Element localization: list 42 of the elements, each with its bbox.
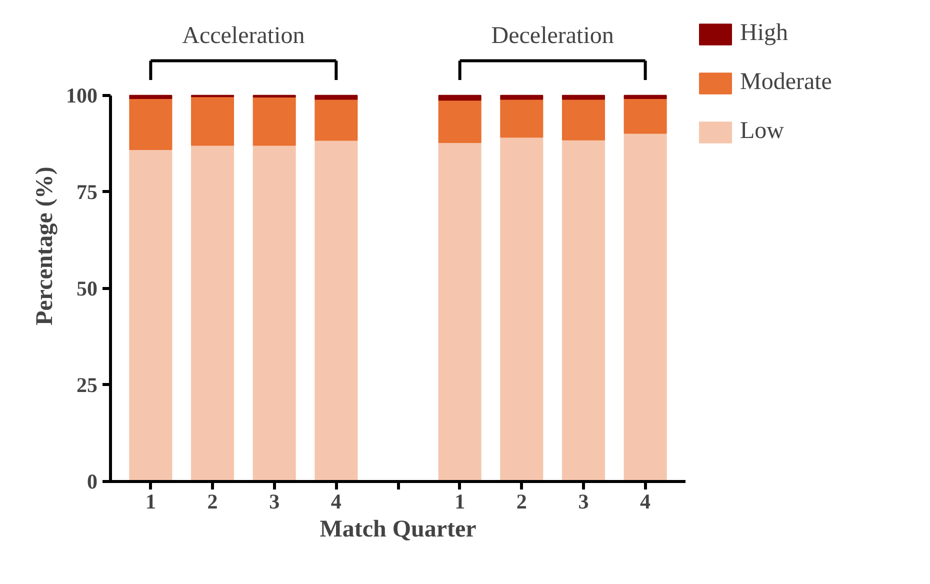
y-tick-label: 50 [76, 276, 98, 300]
y-tick-label: 100 [66, 83, 98, 108]
x-tick-label: 3 [578, 490, 589, 514]
bar [624, 98, 667, 134]
bar [438, 94, 482, 101]
text: Deceleration [491, 23, 614, 50]
bar [624, 94, 667, 100]
x-tick-label: 1 [145, 490, 156, 514]
x-tick-label: 2 [207, 490, 218, 514]
bar [314, 98, 358, 141]
bar [500, 98, 544, 138]
legend-label: Moderate [740, 69, 832, 96]
y-tick-label: 75 [76, 180, 98, 204]
legend-label: Low [740, 118, 784, 145]
y-tick-label: 25 [76, 372, 98, 397]
text: Acceleration [182, 23, 305, 50]
bar [500, 136, 544, 482]
bar [314, 140, 358, 482]
y-tick-label: 0 [87, 470, 98, 494]
bar [252, 96, 296, 146]
y-axis-title: Percentage (%) [32, 166, 58, 326]
bar [562, 139, 606, 482]
x-axis-title: Match Quarter [320, 516, 477, 542]
legend-label: High [740, 20, 788, 47]
x-tick-label: 4 [330, 490, 342, 514]
x-tick-label: 4 [640, 490, 652, 514]
bar [438, 142, 482, 482]
bar [190, 144, 234, 482]
bar [314, 94, 358, 100]
bar [562, 98, 606, 140]
bar [624, 132, 667, 482]
bar [438, 100, 482, 144]
bar [252, 144, 296, 482]
bar [562, 94, 606, 100]
bar [129, 98, 172, 150]
bar [500, 94, 544, 100]
x-tick-label: 1 [454, 490, 466, 514]
x-tick-label: 2 [516, 490, 527, 514]
bar [129, 94, 172, 100]
bar [129, 148, 172, 482]
x-tick-label: 3 [269, 490, 280, 514]
bar [190, 96, 234, 146]
